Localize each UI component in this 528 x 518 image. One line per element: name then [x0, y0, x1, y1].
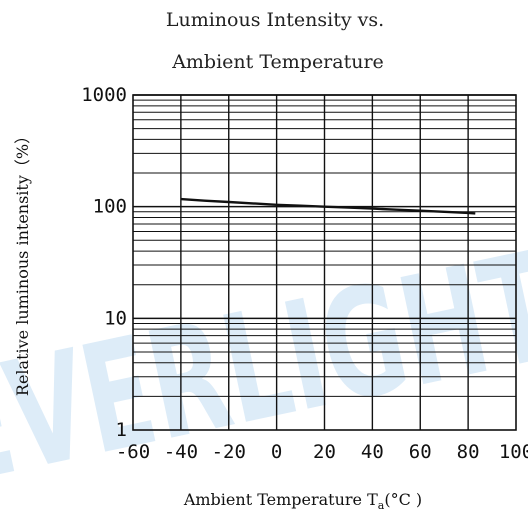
- x-tick-label: 60: [409, 441, 432, 463]
- x-tick-label: 80: [457, 441, 480, 463]
- y-tick-label: 1: [116, 419, 127, 441]
- x-tick-label: -20: [212, 441, 246, 463]
- series-line: [180, 197, 476, 215]
- chart-title-line-1: Luminous Intensity vs.: [166, 9, 384, 31]
- tick-labels: -60 -40 -20 0 20 40 60 80 100 1 10 100 1000: [81, 84, 528, 463]
- y-axis-label: Relative luminous intensity（%）: [13, 128, 32, 396]
- x-axis-label-subscript: a: [378, 499, 385, 512]
- grid: [132, 94, 517, 431]
- chart-title-line-2: Ambient Temperature: [171, 51, 384, 73]
- watermark: EVERLIGHT: [0, 220, 528, 518]
- x-axis-label: Ambient Temperature Ta(°C ): [183, 490, 422, 512]
- x-axis-label-unit: (°C ): [384, 490, 422, 509]
- y-tick-label: 1000: [81, 84, 127, 106]
- y-tick-label: 10: [104, 307, 127, 329]
- series-layer: [180, 197, 476, 215]
- x-tick-label: 20: [313, 441, 336, 463]
- x-axis-label-main: Ambient Temperature T: [183, 490, 378, 509]
- watermark-text: EVERLIGHT: [0, 220, 528, 518]
- x-tick-label: -60: [116, 441, 150, 463]
- y-tick-label: 100: [93, 196, 127, 218]
- x-tick-label: -40: [164, 441, 198, 463]
- x-tick-label: 40: [361, 441, 384, 463]
- x-tick-label: 0: [271, 441, 282, 463]
- x-tick-label: 100: [499, 441, 528, 463]
